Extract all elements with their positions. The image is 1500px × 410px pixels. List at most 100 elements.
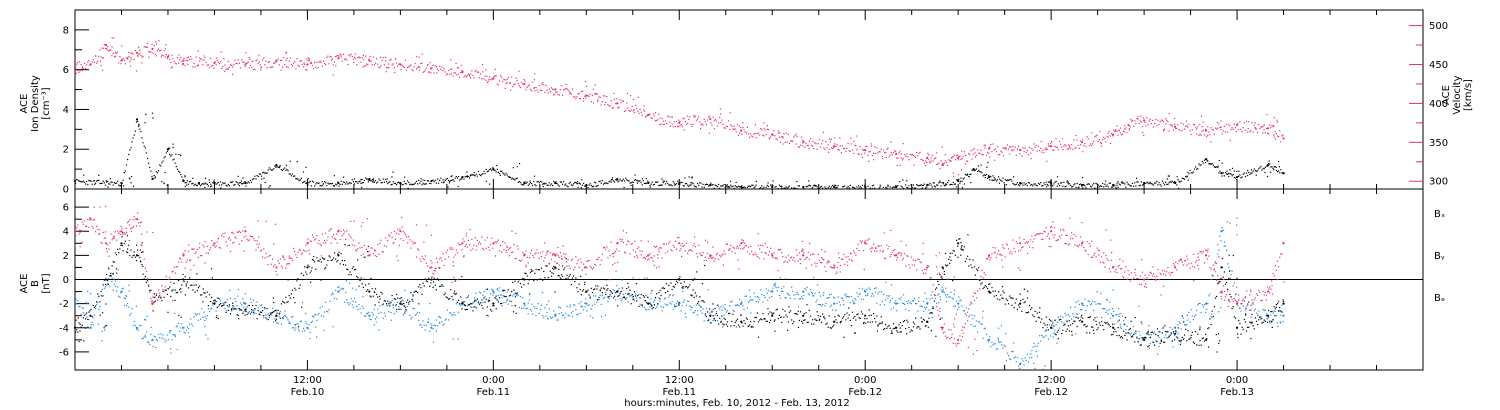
trace-dot (873, 159, 875, 161)
trace-dot (342, 181, 345, 183)
trace-dot (371, 181, 374, 183)
trace-dot (683, 185, 685, 187)
trace-dot (734, 321, 736, 324)
trace-dot (87, 61, 89, 63)
trace-dot (1034, 367, 1036, 370)
trace-dot (264, 181, 266, 184)
trace-dot (588, 184, 590, 186)
trace-dot (328, 309, 330, 311)
trace-dot (362, 286, 364, 289)
trace-dot (725, 125, 727, 127)
trace-dot (567, 314, 569, 316)
trace-dot (997, 327, 1000, 329)
trace-dot (135, 121, 138, 123)
trace-dot (512, 311, 515, 313)
trace-dot (1027, 361, 1030, 363)
trace-dot (435, 267, 437, 269)
trace-dot (573, 183, 575, 185)
trace-dot (1072, 313, 1074, 315)
trace-dot (1259, 127, 1261, 130)
trace-dot (393, 312, 395, 315)
trace-dot (665, 180, 668, 183)
trace-dot (343, 259, 346, 262)
trace-dot (294, 302, 296, 304)
trace-dot (945, 161, 948, 164)
trace-dot (951, 156, 953, 158)
trace-dot (452, 313, 454, 316)
trace-dot (1254, 126, 1256, 129)
trace-dot (543, 270, 545, 273)
trace-dot (607, 288, 609, 290)
trace-dot (739, 298, 741, 300)
trace-dot (1214, 261, 1217, 263)
trace-dot (353, 269, 356, 271)
trace-dot (545, 84, 547, 87)
trace-dot (195, 284, 197, 286)
trace-dot (1177, 179, 1179, 181)
trace-dot (352, 300, 354, 303)
trace-dot (229, 64, 232, 66)
trace-dot (1042, 336, 1044, 338)
trace-dot (786, 187, 788, 189)
trace-dot (431, 324, 433, 326)
left-tick-label: -6 (59, 347, 69, 358)
trace-dot (1166, 337, 1168, 339)
trace-dot (704, 184, 706, 186)
trace-dot (1274, 131, 1276, 133)
trace-dot (627, 180, 629, 182)
trace-dot (945, 183, 948, 185)
trace-dot (777, 130, 779, 132)
trace-dot (400, 308, 402, 311)
trace-dot (434, 284, 436, 286)
trace-dot (464, 308, 466, 311)
trace-dot (438, 279, 440, 281)
trace-dot (691, 176, 693, 178)
trace-dot (802, 139, 804, 141)
trace-dot (436, 178, 439, 180)
trace-dot (992, 179, 994, 182)
trace-dot (1002, 177, 1004, 179)
trace-dot (743, 128, 745, 131)
trace-dot (381, 59, 383, 62)
trace-dot (741, 301, 743, 303)
trace-dot (273, 302, 275, 304)
trace-dot (145, 46, 148, 49)
trace-dot (638, 293, 640, 295)
trace-dot (75, 66, 77, 68)
trace-dot (924, 308, 927, 310)
trace-dot (1078, 303, 1081, 306)
trace-dot (179, 154, 182, 157)
trace-dot (1069, 145, 1071, 147)
data-point-velocity (1282, 137, 1285, 140)
trace-dot (404, 59, 407, 61)
trace-dot (432, 341, 435, 343)
trace-dot (725, 185, 727, 187)
trace-dot (1278, 136, 1280, 138)
trace-dot (807, 144, 809, 146)
trace-dot (1023, 364, 1025, 366)
trace-dot (773, 312, 775, 314)
trace-dot (438, 316, 441, 318)
trace-dot (963, 309, 965, 312)
trace-dot (170, 330, 172, 332)
trace-dot (114, 285, 117, 288)
trace-dot (1256, 170, 1259, 172)
trace-dot (1095, 303, 1097, 305)
trace-dot (1275, 166, 1277, 168)
trace-dot (739, 186, 741, 188)
trace-dot (358, 285, 360, 287)
trace-dot (892, 152, 895, 154)
trace-dot (1223, 245, 1225, 247)
trace-dot (897, 157, 899, 159)
trace-dot (174, 334, 176, 336)
trace-dot (407, 180, 409, 182)
trace-dot (311, 180, 314, 182)
trace-dot (584, 302, 586, 304)
trace-dot (1244, 129, 1247, 131)
trace-dot (693, 311, 695, 313)
trace-dot (941, 181, 943, 184)
trace-dot (941, 146, 943, 148)
trace-dot (401, 184, 403, 186)
trace-dot (184, 176, 186, 178)
trace-dot (948, 159, 950, 161)
